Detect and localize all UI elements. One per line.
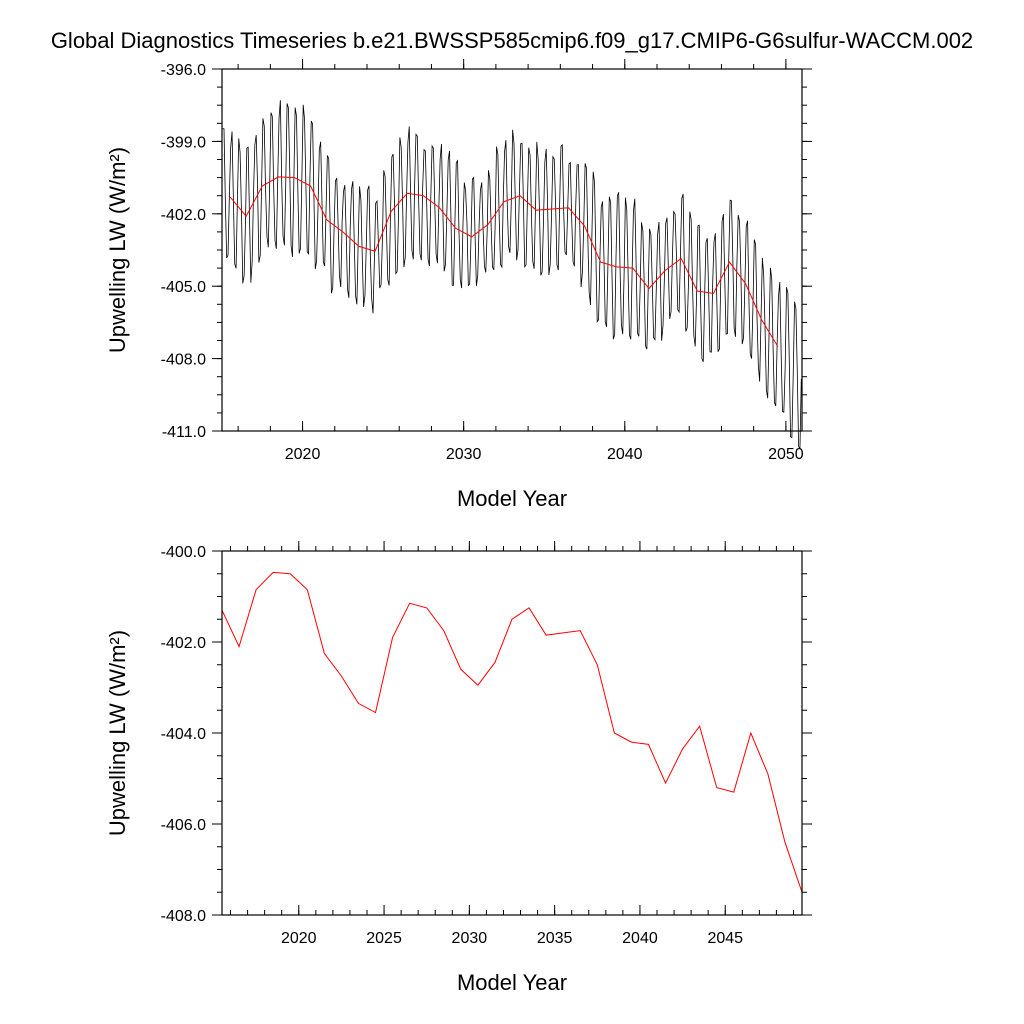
x-tick-label: 2020 (281, 930, 317, 947)
x-axis-label: Model Year (457, 486, 567, 511)
x-axis-label: Model Year (457, 970, 567, 995)
x-tick-label: 2025 (366, 930, 402, 947)
y-axis-label: Upwelling LW (W/m²) (105, 630, 130, 836)
y-tick-label: -404.0 (161, 726, 206, 743)
x-tick-label: 2030 (452, 930, 488, 947)
x-tick-label: 2045 (707, 930, 743, 947)
y-tick-label: -405.0 (161, 279, 206, 296)
y-axis-label: Upwelling LW (W/m²) (105, 147, 130, 353)
y-tick-label: -400.0 (161, 544, 206, 561)
x-tick-label: 2035 (537, 930, 573, 947)
x-tick-label: 2030 (446, 446, 482, 463)
y-tick-label: -408.0 (161, 908, 206, 925)
monthly-series-line (222, 100, 802, 450)
plot-panel-2: 2020 2025 2030 2035 2040 2045 -400.0 -402.0 -404… (105, 541, 812, 995)
plot-frame (221, 550, 803, 916)
y-tick-label: -411.0 (162, 424, 206, 441)
y-tick-label: -402.0 (161, 207, 206, 224)
x-tick-label: 2040 (607, 446, 643, 463)
x-tick-label: 2020 (285, 446, 321, 463)
x-tick-label: 2050 (768, 446, 804, 463)
y-tick-label: -402.0 (161, 635, 206, 652)
chart-title: Global Diagnostics Timeseries b.e21.BWSS… (50, 28, 974, 53)
annual-series-line (229, 176, 779, 347)
y-tick-label: -399.0 (161, 134, 206, 151)
y-tick-label: -408.0 (161, 352, 206, 369)
y-tick-label: -396.0 (161, 62, 206, 79)
x-tick-label: 2040 (622, 930, 658, 947)
annual-series-line (221, 571, 803, 893)
plot-panel-1: 2020 2030 2040 2050 -396.0 -399.0 -402.0 -405.0… (105, 59, 812, 511)
y-tick-label: -406.0 (161, 817, 206, 834)
